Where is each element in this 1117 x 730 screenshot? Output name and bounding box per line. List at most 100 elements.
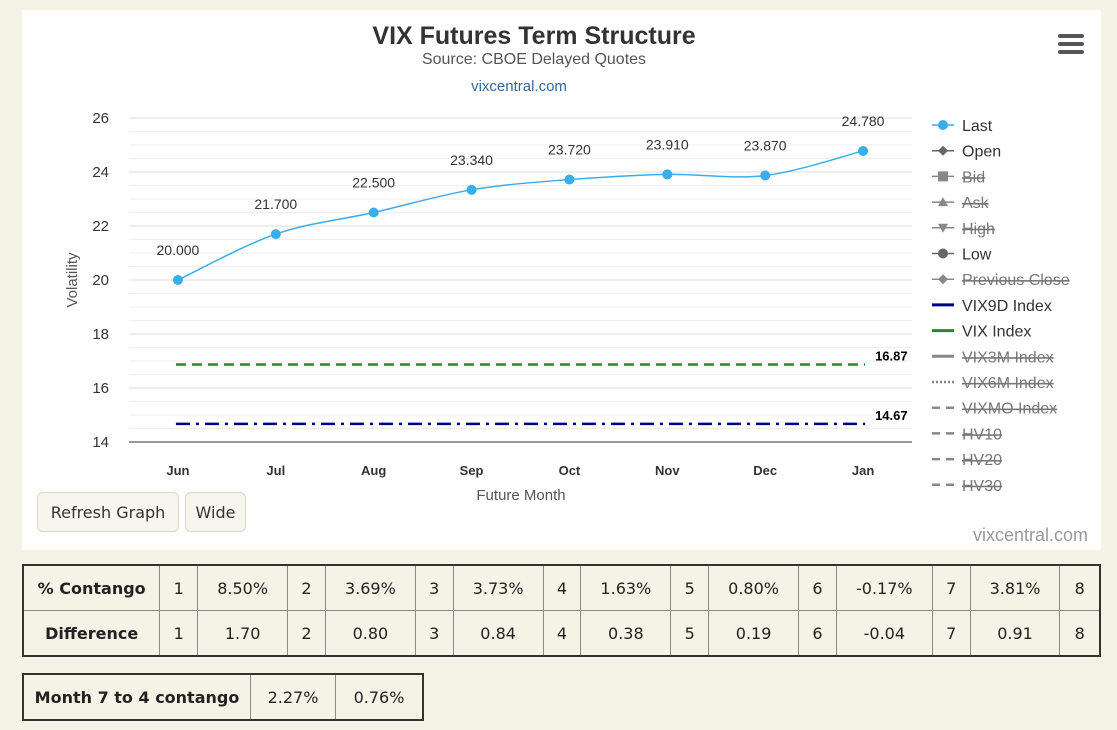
- legend-marker: [938, 248, 948, 259]
- data-label: 20.000: [157, 242, 200, 258]
- month-index-cell: 2: [287, 610, 326, 657]
- x-tick-label: Jul: [266, 463, 285, 478]
- data-point[interactable]: [662, 169, 673, 180]
- data-label: 24.780: [842, 113, 885, 129]
- x-tick-label: Jan: [852, 463, 874, 478]
- x-tick-label: Aug: [361, 463, 386, 478]
- month-index-cell: 3: [414, 610, 454, 657]
- x-tick-label: Dec: [753, 463, 777, 478]
- month-index-cell: 1: [159, 564, 199, 611]
- legend-item[interactable]: VIX6M Index: [962, 375, 1054, 392]
- legend-item[interactable]: Bid: [962, 169, 985, 186]
- chart-credit[interactable]: vixcentral.com: [972, 525, 1088, 545]
- data-point[interactable]: [172, 275, 183, 285]
- value-cell: 0.91: [969, 610, 1061, 657]
- legend-marker: [938, 223, 948, 233]
- y-tick-label: 14: [92, 434, 109, 451]
- legend-marker: [938, 197, 948, 207]
- legend-item[interactable]: VIX3M Index: [962, 349, 1054, 366]
- data-label: 21.700: [254, 196, 297, 212]
- legend-item[interactable]: High: [962, 221, 995, 238]
- series-line-last: [177, 150, 864, 281]
- legend-marker: [938, 145, 948, 156]
- month-index-cell: 7: [931, 564, 971, 611]
- legend-marker: [938, 120, 948, 130]
- legend-item[interactable]: VIX9D Index: [962, 298, 1052, 315]
- legend-item[interactable]: HV10: [962, 426, 1002, 443]
- month-contango-value: 2.27%: [250, 673, 336, 721]
- value-cell: -0.04: [835, 610, 933, 657]
- legend-item[interactable]: HV20: [962, 452, 1002, 469]
- chart-title: VIX Futures Term Structure: [372, 22, 695, 50]
- value-cell: 0.84: [452, 610, 544, 657]
- value-cell: 0.80: [324, 610, 416, 657]
- month-index-cell: 5: [670, 564, 710, 611]
- month-index-cell: 2: [287, 564, 326, 611]
- data-label: 23.910: [646, 136, 689, 152]
- chart-panel: VIX Futures Term Structure Source: CBOE D…: [22, 10, 1101, 550]
- wide-button[interactable]: Wide: [185, 492, 246, 532]
- data-point[interactable]: [466, 184, 477, 195]
- legend-item[interactable]: Low: [962, 247, 992, 264]
- month-index-cell: 4: [542, 564, 582, 611]
- value-cell: 0.80%: [708, 564, 799, 611]
- reference-line-label: 16.87: [875, 349, 908, 364]
- month-index-cell: 4: [542, 610, 582, 657]
- value-cell: 3.73%: [452, 564, 544, 611]
- month-index-cell: 7: [931, 610, 971, 657]
- data-label: 23.340: [450, 152, 493, 168]
- data-point[interactable]: [760, 170, 771, 181]
- x-axis-title: Future Month: [476, 487, 565, 504]
- row-label: % Contango: [22, 564, 161, 611]
- x-tick-label: Nov: [655, 463, 680, 478]
- legend-item[interactable]: Ask: [962, 195, 990, 212]
- reference-line-label: 14.67: [875, 408, 908, 423]
- value-cell: 3.81%: [969, 564, 1061, 611]
- data-label: 22.500: [352, 175, 395, 191]
- value-cell: -0.17%: [835, 564, 933, 611]
- contango-table: % Contango 1 8.50% 2 3.69% 3 3.73% 4 1.63% 5 0.80%…: [22, 564, 1101, 657]
- legend-item[interactable]: Open: [962, 144, 1001, 161]
- y-tick-label: 20: [92, 272, 109, 289]
- y-tick-label: 24: [92, 164, 109, 181]
- month-index-cell: 1: [159, 610, 199, 657]
- row-label: Difference: [22, 610, 161, 657]
- data-point[interactable]: [270, 229, 281, 240]
- value-cell: 0.19: [708, 610, 799, 657]
- legend-item[interactable]: Previous Close: [962, 272, 1070, 289]
- value-cell: 8.50%: [197, 564, 289, 611]
- data-point[interactable]: [564, 174, 575, 185]
- y-tick-label: 16: [92, 380, 109, 397]
- month-index-cell: 5: [670, 610, 710, 657]
- data-point[interactable]: [368, 207, 379, 218]
- month-index-cell: 3: [414, 564, 454, 611]
- chart-subtitle: Source: CBOE Delayed Quotes: [422, 51, 646, 68]
- chart-source-link[interactable]: vixcentral.com: [471, 78, 567, 95]
- table-row: Month 7 to 4 contango 2.27% 0.76%: [22, 673, 424, 721]
- table-row: % Contango 1 8.50% 2 3.69% 3 3.73% 4 1.63% 5 0.80%…: [22, 564, 1101, 611]
- y-tick-label: 18: [92, 326, 109, 343]
- value-cell: 1.70: [197, 610, 289, 657]
- month-contango-table: Month 7 to 4 contango 2.27% 0.76%: [22, 673, 424, 721]
- month-index-cell: 6: [798, 564, 837, 611]
- x-tick-label: Sep: [460, 463, 484, 478]
- month-index-cell: 8: [1059, 564, 1101, 611]
- y-tick-label: 22: [92, 218, 109, 235]
- value-cell: 3.69%: [324, 564, 416, 611]
- legend-item[interactable]: VIXMO Index: [962, 401, 1057, 418]
- x-tick-label: Jun: [166, 463, 189, 478]
- chart-menu-icon[interactable]: [1058, 34, 1084, 58]
- month-contango-label: Month 7 to 4 contango: [22, 673, 251, 721]
- legend-item[interactable]: VIX Index: [962, 324, 1031, 341]
- refresh-graph-button[interactable]: Refresh Graph: [37, 492, 179, 532]
- legend-item[interactable]: Last: [962, 118, 993, 135]
- month-index-cell: 8: [1059, 610, 1101, 657]
- table-row: Difference 1 1.70 2 0.80 3 0.84 4 0.38 5 0.19 6 -0.0…: [22, 610, 1101, 657]
- value-cell: 0.38: [580, 610, 672, 657]
- data-point[interactable]: [858, 145, 869, 156]
- data-label: 23.870: [744, 138, 787, 154]
- legend-item[interactable]: HV30: [962, 478, 1002, 495]
- x-tick-label: Oct: [559, 463, 581, 478]
- month-contango-value: 0.76%: [335, 673, 424, 721]
